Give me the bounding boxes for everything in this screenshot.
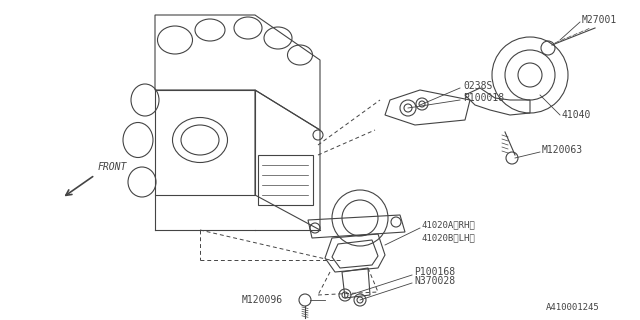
Text: N370028: N370028 [414,276,455,286]
Text: 41040: 41040 [562,110,591,120]
Bar [258,155,313,205]
Text: A410001245: A410001245 [547,303,600,312]
Text: M120096: M120096 [242,295,283,305]
Text: 41020A〈RH〉: 41020A〈RH〉 [422,220,476,229]
Text: P100168: P100168 [414,267,455,277]
Text: FRONT: FRONT [98,162,127,172]
Text: 0238S: 0238S [463,81,492,91]
Text: M27001: M27001 [582,15,617,25]
Text: P100018: P100018 [463,93,504,103]
Text: 41020B〈LH〉: 41020B〈LH〉 [422,234,476,243]
Text: M120063: M120063 [542,145,583,155]
